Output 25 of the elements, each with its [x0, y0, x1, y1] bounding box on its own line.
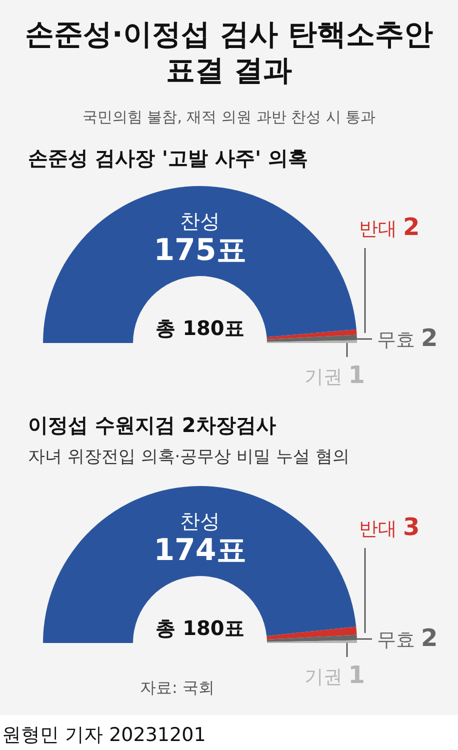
text: 원형민 기자 20231201 — [2, 724, 206, 746]
data-label: 174표 — [154, 533, 246, 568]
chart-title: 손준성 검사장 '고발 사주' 의혹 — [28, 146, 308, 170]
slice-label: 반대 — [359, 518, 397, 540]
text: 자료: 국회 — [140, 678, 214, 697]
data-label: 2 — [421, 324, 438, 352]
data-label: 2 — [403, 213, 420, 241]
data-label: 1 — [348, 661, 365, 689]
data-label: 3 — [403, 513, 420, 541]
slice-label: 기권 — [304, 366, 342, 388]
chart-title: 이정섭 수원지검 2차장검사 — [28, 413, 276, 437]
slice-label: 무효 — [377, 629, 415, 651]
data-label: 175표 — [154, 233, 246, 268]
text: 총 180표 — [156, 616, 244, 640]
slice-label: 기권 — [304, 666, 342, 688]
text: 손준성·이정섭 검사 탄핵소추안 표결 결과 — [24, 17, 434, 87]
text: 국민의힘 불참, 재적 의원 과반 찬성 시 통과 — [82, 108, 376, 126]
slice-label: 무효 — [377, 329, 415, 351]
text: 총 180표 — [156, 316, 244, 340]
slice-label: 반대 — [359, 218, 397, 240]
data-label: 1 — [348, 361, 365, 389]
chart-subtitle: 자녀 위장전입 의혹·공무상 비밀 누설 혐의 — [28, 447, 350, 467]
slice-label: 찬성 — [180, 509, 220, 533]
slice-label: 찬성 — [180, 209, 220, 233]
data-label: 2 — [421, 624, 438, 652]
